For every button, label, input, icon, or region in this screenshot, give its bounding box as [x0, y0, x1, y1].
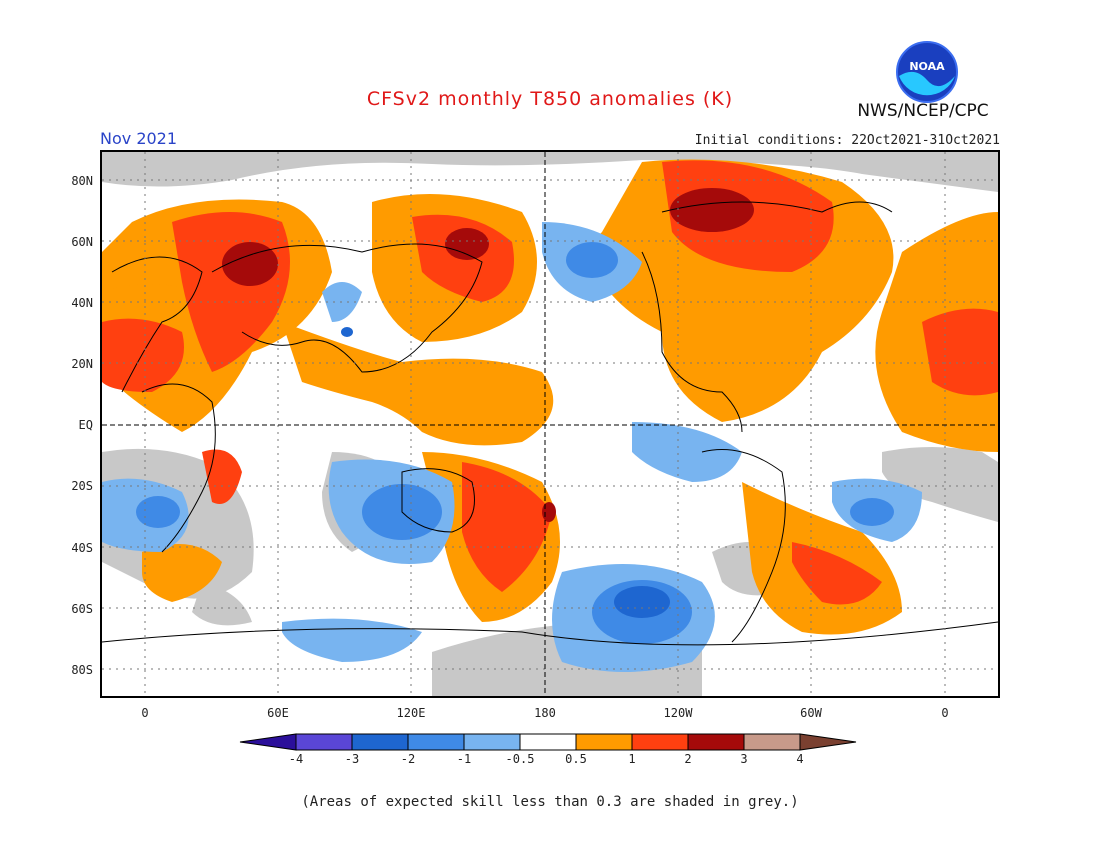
colorbar-segment [463, 733, 521, 751]
equator-dateline [102, 152, 998, 696]
lon-label-60e: 60E [267, 706, 289, 720]
colorbar-tick-label: -0.5 [505, 752, 535, 766]
lat-label-20n: 20N [71, 357, 93, 371]
map-canvas [102, 152, 998, 696]
initial-conditions: Initial conditions: 22Oct2021-31Oct2021 [694, 133, 1000, 148]
cold-anomaly-3 [341, 327, 670, 618]
lon-label-0: 0 [141, 706, 149, 720]
colorbar-tick-label: 3 [740, 752, 748, 766]
lon-label-180: 180 [534, 706, 556, 720]
lat-label-eq: EQ [78, 418, 93, 432]
anomaly-map [100, 150, 1000, 698]
warm-anomaly-3 [222, 188, 754, 522]
noaa-logo: NOAA [896, 41, 958, 103]
colorbar-segment [351, 733, 409, 751]
coastlines [102, 201, 998, 646]
graticule [102, 152, 998, 696]
forecast-month: Nov 2021 [100, 129, 178, 148]
colorbar-segment [407, 733, 465, 751]
colorbar-arrow-low [239, 733, 297, 751]
colorbar-tick-label: -1 [456, 752, 472, 766]
colorbar-tick-label: 0.5 [565, 752, 587, 766]
colorbar [239, 733, 857, 751]
lon-label-120e: 120E [396, 706, 426, 720]
colorbar-segment [519, 733, 577, 751]
chart-title: CFSv2 monthly T850 anomalies (K) [366, 88, 734, 110]
lat-label-60n: 60N [71, 235, 93, 249]
colorbar-tick-label: -4 [288, 752, 304, 766]
colorbar-tick-label: 1 [628, 752, 636, 766]
colorbar-segment [743, 733, 801, 751]
lat-label-40s: 40S [71, 541, 93, 555]
lat-label-80s: 80S [71, 663, 93, 677]
lat-label-40n: 40N [71, 296, 93, 310]
organization-label: NWS/NCEP/CPC [857, 101, 989, 121]
lon-label-0-east: 0 [941, 706, 949, 720]
colorbar-segment [295, 733, 353, 751]
colorbar-segment [687, 733, 745, 751]
colorbar-tick-label: 2 [684, 752, 692, 766]
skill-footnote: (Areas of expected skill less than 0.3 a… [301, 794, 799, 810]
colorbar-tick-label: -3 [344, 752, 360, 766]
lat-label-60s: 60S [71, 602, 93, 616]
colorbar-segment [575, 733, 633, 751]
colorbar-tick-label: -2 [400, 752, 416, 766]
lat-label-80n: 80N [71, 174, 93, 188]
colorbar-tick-label: 4 [796, 752, 804, 766]
lat-label-20s: 20S [71, 479, 93, 493]
lon-label-120w: 120W [663, 706, 693, 720]
colorbar-arrow-high [799, 733, 857, 751]
svg-text:NOAA: NOAA [909, 60, 945, 73]
lon-label-60w: 60W [800, 706, 822, 720]
colorbar-segment [631, 733, 689, 751]
